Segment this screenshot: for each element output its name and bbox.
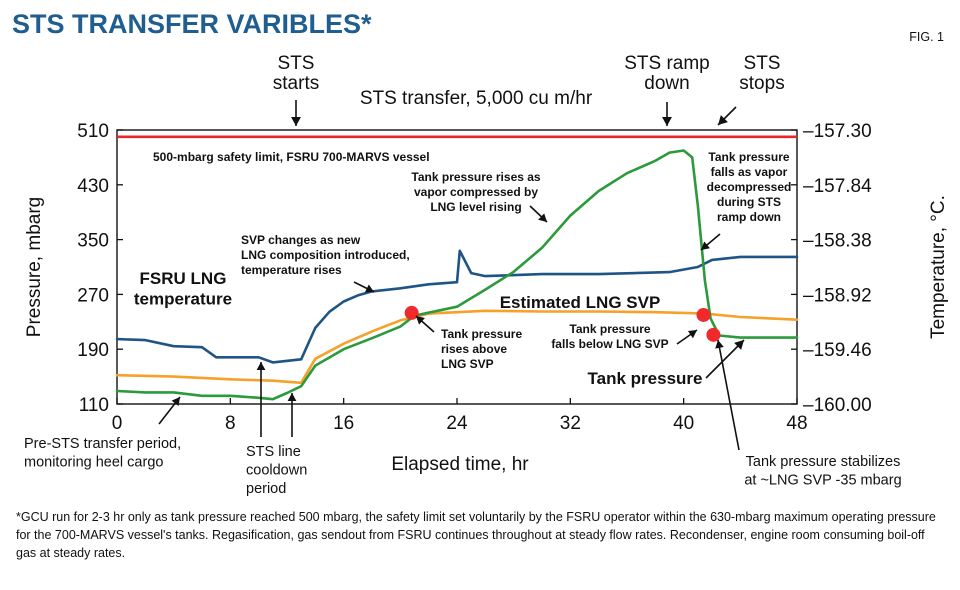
- sts-stops-label: STS stops: [739, 53, 784, 94]
- cooldown-label: STS line cooldown period: [246, 444, 307, 497]
- cooldown-arrow-left-head: [256, 362, 266, 370]
- stabilizes-arrow-head: [715, 340, 724, 349]
- y-tick-label-left: 110: [79, 395, 109, 416]
- falls-below-arrow-head: [687, 330, 697, 339]
- y-tick-label-left: 190: [77, 340, 109, 361]
- tank-pressure-arrow-head: [734, 340, 744, 350]
- x-tick-label: 40: [673, 413, 694, 434]
- falls-below-label: Tank pressure falls below LNG SVP: [551, 322, 668, 351]
- chart: STS TRANSFER VARIBLES* FIG. 1 0 8 16 24 32 40 48…: [12, 9, 949, 497]
- y-axis-label-left: Pressure, mbarg: [24, 197, 45, 337]
- x-tick-label: 8: [225, 413, 236, 434]
- decompressed-arrow-head: [701, 241, 710, 250]
- estimated-svp-label: Estimated LNG SVP: [500, 293, 661, 312]
- svp-changes-label: SVP changes as new LNG composition introd…: [241, 233, 410, 277]
- y-tick-label-right: –158.92: [803, 285, 872, 306]
- svp-changes-arrow-head: [364, 284, 374, 293]
- y-tick-label-left: 430: [77, 176, 109, 197]
- x-tick-label: 32: [560, 413, 581, 434]
- figure-label: FIG. 1: [909, 30, 944, 44]
- crossover-marker: [706, 327, 721, 342]
- chart-title: STS TRANSFER VARIBLES*: [12, 9, 372, 39]
- rises-above-arrow-head: [416, 316, 425, 325]
- x-tick-label: 0: [112, 413, 123, 434]
- y-tick-label-left: 510: [77, 121, 109, 142]
- sts-starts-arrow-head: [291, 117, 301, 126]
- vapor-compressed-label: Tank pressure rises as vapor compressed b…: [411, 170, 541, 214]
- footnote: *GCU run for 2-3 hr only as tank pressur…: [16, 510, 936, 560]
- pre-sts-arrow-head: [171, 397, 180, 407]
- stabilizes-arrow-line: [717, 339, 740, 451]
- crossover-marker: [696, 307, 711, 322]
- y-tick-label-left: 270: [77, 285, 109, 306]
- crossover-marker: [404, 305, 419, 320]
- sts-stops-arrow-head: [718, 115, 728, 125]
- x-tick-label: 24: [446, 413, 468, 434]
- temperature-line: [115, 249, 799, 364]
- y-axis-label-right: Temperature, °C.: [928, 195, 949, 339]
- x-tick-label: 16: [333, 413, 354, 434]
- y-tick-label-left: 350: [77, 231, 109, 252]
- cooldown-arrow-right-head: [287, 393, 297, 401]
- y-tick-label-right: –157.84: [803, 176, 872, 197]
- x-axis-label: Elapsed time, hr: [391, 454, 529, 475]
- rises-above-label: Tank pressure rises above LNG SVP: [441, 327, 522, 371]
- y-tick-label-right: –158.38: [803, 231, 872, 252]
- safety-limit-label: 500-mbarg safety limit, FSRU 700-MARVS v…: [153, 150, 430, 164]
- x-tick-label: 48: [786, 413, 807, 434]
- stabilizes-label: Tank pressure stabilizes at ~LNG SVP -35 …: [744, 454, 901, 489]
- decompressed-label: Tank pressure falls as vapor decompressed d…: [707, 150, 792, 224]
- ramp-down-arrow-head: [662, 117, 672, 126]
- sts-starts-label: STS starts: [273, 53, 319, 94]
- sts-transfer-label: STS transfer, 5,000 cu m/hr: [360, 88, 593, 109]
- vapor-compressed-arrow-head: [538, 213, 547, 222]
- fsru-temperature-label: FSRU LNG temperature: [134, 269, 232, 308]
- y-tick-label-right: –159.46: [803, 340, 872, 361]
- ramp-down-label: STS ramp down: [624, 53, 710, 94]
- y-tick-label-right: –157.30: [803, 121, 872, 142]
- tank-pressure-line: [115, 149, 799, 401]
- tank-pressure-label: Tank pressure: [588, 369, 703, 388]
- y-tick-label-right: –160.00: [803, 395, 872, 416]
- pre-sts-label: Pre-STS transfer period, monitoring heel …: [24, 436, 181, 471]
